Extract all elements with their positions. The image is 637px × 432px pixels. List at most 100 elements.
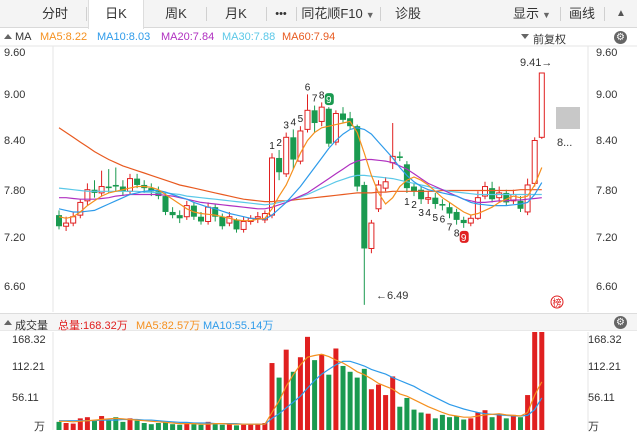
draw-line-button[interactable]: 画线 [568, 6, 595, 21]
chevron-down-icon: ▼ [365, 10, 375, 20]
volume-bar [376, 384, 381, 430]
adjust-caret-icon[interactable] [521, 34, 529, 39]
sequence-up-number: 4 [291, 117, 297, 128]
volume-bar [305, 336, 310, 430]
rank-badge-label: 榜 [552, 297, 561, 309]
display-menu[interactable]: 显示 ▼ [506, 0, 558, 28]
indicator-name[interactable]: MA [15, 31, 32, 43]
candle-body [119, 186, 126, 192]
volume-ma10: MA10:55.14万 [203, 320, 274, 332]
volume-bar [347, 371, 353, 430]
ma10-value: MA10:8.03 [97, 31, 151, 43]
candle-body [354, 126, 361, 187]
sequence-badge [324, 93, 334, 106]
ma5-line [58, 120, 543, 222]
volume-bar [397, 406, 403, 430]
tab-daily-k[interactable]: 日K [88, 0, 144, 29]
tab-weekly-k[interactable]: 周K [165, 6, 187, 21]
sequence-down-number: 3 [418, 208, 424, 219]
candle-body [496, 192, 503, 199]
volume-unit: 万 [588, 421, 599, 432]
volume-bar [219, 424, 225, 430]
volume-bar [70, 423, 76, 430]
candle-body [134, 178, 141, 185]
ma60-line [58, 127, 542, 203]
volume-bar [312, 360, 318, 430]
candle-body [311, 110, 318, 124]
volume-bar [297, 357, 303, 430]
volume-unit: 万 [34, 421, 45, 432]
gear-icon[interactable]: ⚙ [614, 316, 627, 329]
ma-legend-row: MA MA5:8.22 MA10:8.03 MA20:7.84 MA30:7.8… [0, 28, 637, 46]
volume-bar [56, 421, 62, 430]
tab-monthly-k[interactable]: 月K [225, 6, 247, 21]
volume-bar [205, 421, 211, 430]
tab-intraday[interactable]: 分时 [41, 6, 68, 21]
collapse-caret-icon[interactable] [4, 34, 12, 39]
sequence-up-number: 9 [326, 95, 332, 106]
diagnose-tab[interactable]: 诊股 [394, 6, 421, 21]
more-periods-button[interactable]: ••• [275, 8, 287, 20]
current-price-label: 8... [557, 137, 572, 149]
f10-tab[interactable]: 同花顺F10 ▼ [300, 0, 376, 28]
volume-bar [177, 424, 183, 430]
volume-bar [226, 424, 232, 430]
candle-body [233, 219, 240, 230]
candle-body [439, 204, 446, 206]
volume-bar [163, 421, 168, 430]
f10-label: 同花顺F10 [301, 6, 363, 21]
volume-bar [461, 419, 467, 430]
volume-bar [283, 349, 289, 430]
candle-body [482, 186, 488, 197]
volume-bar [269, 363, 275, 430]
candle-body [453, 211, 460, 220]
adjust-mode[interactable]: 前复权 [533, 34, 566, 46]
collapse-caret-icon[interactable] [4, 320, 12, 325]
candle-body [503, 192, 510, 203]
volume-bar [255, 423, 261, 430]
volume-title[interactable]: 成交量 [15, 320, 48, 332]
volume-bar [170, 424, 176, 430]
candle-body [254, 216, 261, 219]
sequence-down-number: 8 [454, 229, 460, 240]
candle-body [77, 201, 84, 216]
volume-bar [120, 421, 126, 430]
candle-body [361, 184, 368, 249]
candle-body [517, 200, 524, 209]
candle-body [418, 189, 425, 200]
candle-body [290, 137, 297, 160]
volume-bar [510, 414, 516, 430]
sequence-down-number: 2 [411, 200, 417, 211]
candle-body [162, 196, 169, 212]
volume-bar [234, 425, 239, 430]
volume-tick: 168.32 [588, 334, 622, 346]
collapse-chevron-icon[interactable]: ▲ [616, 8, 626, 19]
volume-bar [489, 417, 495, 430]
volume-bar [432, 418, 438, 430]
volume-bar [390, 376, 396, 430]
volume-bar [340, 365, 346, 430]
volume-bar [184, 423, 190, 430]
candle-body [467, 217, 474, 224]
volume-bar [503, 418, 509, 430]
volume-bar [276, 377, 282, 430]
gear-icon[interactable]: ⚙ [614, 31, 627, 44]
ma5-value: MA5:8.22 [40, 31, 88, 43]
price-tick: 7.20 [596, 232, 618, 244]
volume-bar [113, 417, 119, 430]
sequence-up-number: 2 [276, 138, 282, 149]
chevron-down-icon: ▼ [542, 10, 551, 20]
candle-body [318, 106, 325, 122]
volume-tick: 112.21 [12, 361, 45, 373]
sequence-up-number: 5 [298, 114, 304, 125]
volume-bar [354, 377, 360, 430]
candle-body [396, 156, 403, 158]
ma20-value: MA20:7.84 [161, 31, 215, 43]
volume-bar [191, 424, 197, 430]
candle-body [474, 197, 481, 219]
volume-bar [290, 371, 296, 430]
sequence-up-number: 1 [269, 141, 275, 152]
volume-bar [475, 412, 481, 430]
candle-body [332, 112, 339, 143]
